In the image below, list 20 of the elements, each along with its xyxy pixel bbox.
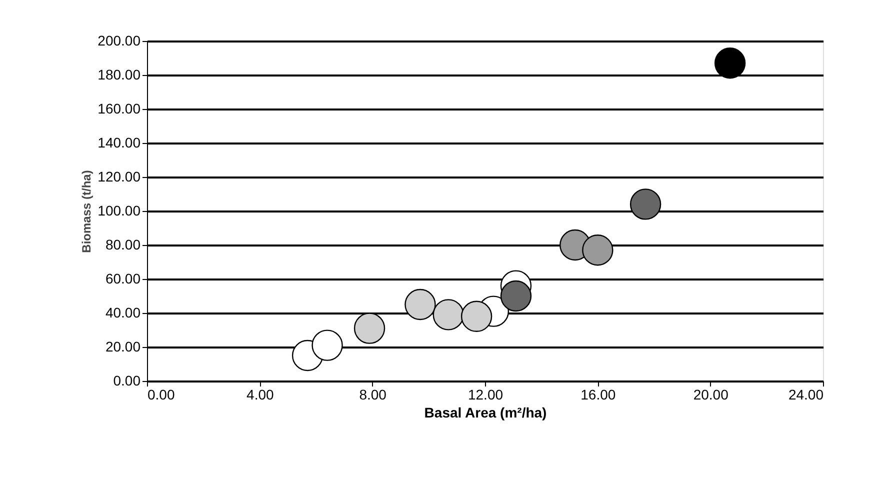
- y-tick-label: 200.00: [98, 32, 141, 48]
- x-tick-label: 12.00: [468, 386, 504, 402]
- y-tick-label: 80.00: [105, 236, 141, 252]
- y-tick-label: 160.00: [98, 100, 141, 116]
- x-axis-title: Basal Area (m²/ha): [424, 404, 547, 420]
- y-tick-label: 120.00: [98, 168, 141, 184]
- y-tick-label: 60.00: [105, 270, 141, 286]
- y-tick-label: 180.00: [98, 66, 141, 82]
- x-tick-label: 4.00: [246, 386, 274, 402]
- y-tick-label: 140.00: [98, 134, 141, 150]
- y-tick-label: 20.00: [105, 338, 141, 354]
- x-tick-label: 20.00: [693, 386, 729, 402]
- y-tick-label: 100.00: [98, 202, 141, 218]
- y-tick-label: 0.00: [113, 372, 141, 388]
- y-axis-title: Biomass (t/ha): [80, 170, 94, 253]
- x-tick-label: 0.00: [148, 386, 175, 402]
- x-tick-label: 16.00: [580, 386, 616, 402]
- x-tick-label: 24.00: [788, 386, 824, 402]
- x-tick-label: 8.00: [359, 386, 387, 402]
- y-tick-label: 40.00: [105, 304, 141, 320]
